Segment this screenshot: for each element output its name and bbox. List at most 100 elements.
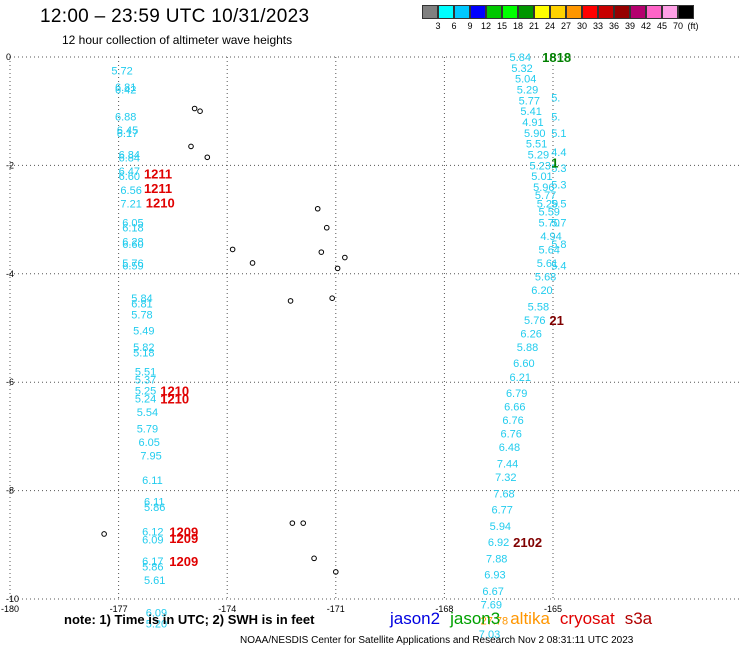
swh-value: 4.4 bbox=[551, 147, 566, 159]
swh-value: 5.41 bbox=[520, 106, 541, 118]
swh-value: 6.45 bbox=[117, 125, 138, 137]
island-outline bbox=[329, 295, 335, 301]
island-outline bbox=[334, 265, 341, 272]
color-swatch bbox=[550, 5, 566, 19]
color-swatch bbox=[598, 5, 614, 19]
swh-value: 5.77 bbox=[519, 95, 540, 107]
swh-value: 6.92 bbox=[488, 537, 509, 549]
swh-value: 5.24 bbox=[135, 393, 156, 405]
pass-time-label: 2102 bbox=[513, 535, 542, 550]
swh-value: 5.76 bbox=[524, 315, 545, 327]
swh-value: 5.61 bbox=[537, 258, 558, 270]
x-tick-label: -171 bbox=[327, 604, 345, 614]
pass-time-label: 1209 bbox=[169, 531, 198, 546]
color-legend-labels: 3 6 9 12 15 18 21 24 27 30 33 36 39 42 45 70 (ft) bbox=[422, 21, 740, 35]
x-tick-label: -168 bbox=[435, 604, 453, 614]
swh-value: 5.84 bbox=[131, 293, 152, 305]
swh-value: 5.4 bbox=[551, 261, 566, 273]
swh-value: 5.76 bbox=[122, 258, 143, 270]
color-legend-tick: 21 bbox=[528, 21, 540, 31]
color-swatch bbox=[486, 5, 502, 19]
swh-value: 6.26 bbox=[520, 328, 541, 340]
island-outline bbox=[287, 298, 294, 304]
color-swatch bbox=[470, 5, 486, 19]
swh-value: 4.91 bbox=[522, 117, 543, 129]
y-tick-label: -4 bbox=[6, 269, 14, 279]
swh-value: 5.49 bbox=[133, 326, 154, 338]
page-title: 12:00 – 23:59 UTC 10/31/2023 bbox=[40, 6, 310, 27]
swh-value: 5.5 bbox=[551, 198, 566, 210]
island-outline bbox=[229, 246, 236, 253]
swh-value: 7.69 bbox=[481, 599, 502, 611]
swh-value: 6.28 bbox=[122, 236, 143, 248]
swh-value: 6.12 bbox=[142, 526, 163, 538]
swh-value: 6.76 bbox=[502, 415, 523, 427]
color-legend-tick: 36 bbox=[608, 21, 620, 31]
swh-value: 5.59 bbox=[539, 206, 560, 218]
swh-value: 6.21 bbox=[510, 372, 531, 384]
island-outline bbox=[323, 224, 330, 231]
credit-line: NOAA/NESDIS Center for Satellite Applica… bbox=[240, 635, 634, 646]
swh-value: 6.09 bbox=[142, 534, 163, 546]
swh-value: 5.84 bbox=[510, 52, 531, 64]
color-swatch bbox=[502, 5, 518, 19]
swh-value: 7.95 bbox=[140, 450, 161, 462]
swh-value: 7.88 bbox=[486, 553, 507, 565]
x-tick-label: -177 bbox=[110, 604, 128, 614]
x-tick-label: -180 bbox=[1, 604, 19, 614]
swh-value: 5.64 bbox=[539, 244, 560, 256]
y-tick-label: -8 bbox=[6, 486, 14, 496]
swh-value: 7.03 bbox=[479, 629, 500, 641]
color-legend-tick: 33 bbox=[592, 21, 604, 31]
pass-time-label: 1818 bbox=[542, 50, 571, 65]
swh-value: 6.81 bbox=[115, 82, 136, 94]
swh-value: 5.88 bbox=[517, 342, 538, 354]
color-swatch bbox=[630, 5, 646, 19]
island-outline bbox=[191, 105, 198, 112]
swh-value: 5.37 bbox=[135, 374, 156, 386]
color-legend-unit: (ft) bbox=[687, 21, 699, 31]
swh-value: 6.81 bbox=[131, 299, 152, 311]
pass-time-label: 1209 bbox=[169, 524, 198, 539]
swh-value: 5.3 bbox=[551, 179, 566, 191]
swh-value: 6.67 bbox=[482, 586, 503, 598]
island-outline bbox=[318, 249, 325, 255]
swh-value: 6.77 bbox=[491, 505, 512, 517]
swh-value: 6.60 bbox=[119, 171, 140, 183]
swh-value: 5.8 bbox=[551, 239, 566, 251]
island-outline bbox=[188, 143, 194, 150]
color-legend bbox=[422, 5, 694, 19]
swh-value: 5.58 bbox=[528, 301, 549, 313]
swh-value: 6.93 bbox=[484, 570, 505, 582]
satellite-legend-item: altika bbox=[510, 609, 550, 628]
swh-value: 6.18 bbox=[122, 223, 143, 235]
color-legend-tick: 18 bbox=[512, 21, 524, 31]
color-swatch bbox=[614, 5, 630, 19]
color-legend-tick: 12 bbox=[480, 21, 492, 31]
swh-value: 5.1 bbox=[551, 128, 566, 140]
satellite-legend-item: s3a bbox=[624, 609, 653, 628]
color-swatch bbox=[454, 5, 470, 19]
color-swatch bbox=[678, 5, 694, 19]
island-outline bbox=[333, 569, 339, 575]
swh-value: 5.96 bbox=[533, 182, 554, 194]
swh-value: 5.70 bbox=[539, 217, 560, 229]
satellite-legend-item: jason2 bbox=[390, 609, 441, 628]
pass-time-label: 1 bbox=[551, 156, 558, 171]
swh-value: 6.11 bbox=[142, 475, 163, 487]
y-tick-label: -6 bbox=[6, 377, 14, 387]
pass-time-label: 1210 bbox=[146, 195, 175, 210]
island-outline bbox=[197, 108, 203, 114]
x-tick-label: -165 bbox=[544, 604, 562, 614]
island-outline bbox=[311, 555, 317, 562]
color-swatch bbox=[582, 5, 598, 19]
color-swatch bbox=[646, 5, 662, 19]
color-legend-tick: 3 bbox=[435, 21, 441, 31]
swh-value: 6.84 bbox=[119, 152, 140, 164]
swh-value: 5.32 bbox=[511, 63, 532, 75]
swh-value: 5.01 bbox=[531, 171, 552, 183]
swh-value: 5.04 bbox=[515, 74, 536, 86]
color-legend-tick: 15 bbox=[496, 21, 508, 31]
pass-time-label: 1209 bbox=[169, 554, 198, 569]
